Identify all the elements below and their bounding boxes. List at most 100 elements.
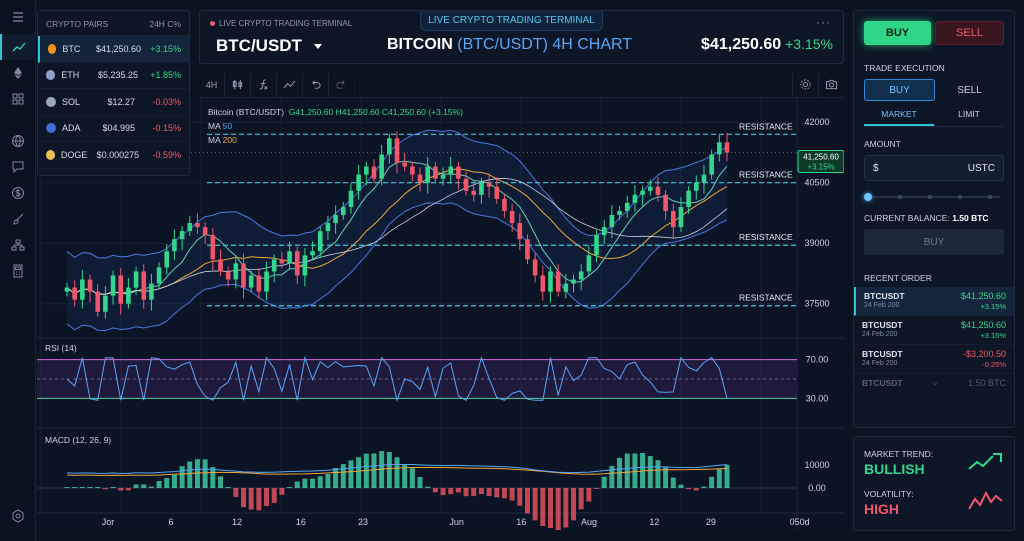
sell-button-top[interactable]: SELL <box>935 21 1004 45</box>
legend-ma50-value: 50 <box>222 121 233 131</box>
chart-line-icon[interactable] <box>0 34 36 60</box>
camera-icon[interactable] <box>818 72 844 97</box>
undo-icon[interactable] <box>303 72 329 97</box>
seg-sell-button[interactable]: SELL <box>957 84 982 96</box>
macd-histogram-bar <box>417 477 423 488</box>
market-trend-value: BULLISH <box>864 461 925 477</box>
order-row[interactable]: BTCUSDT 24 Feb 200 -$3,200.50 -0.25% <box>854 345 1014 374</box>
macd-histogram-bar <box>325 474 331 488</box>
candles-icon[interactable] <box>225 72 251 97</box>
macd-histogram-bar <box>478 488 484 494</box>
dollar-icon[interactable] <box>0 180 36 206</box>
globe-icon[interactable] <box>0 128 36 154</box>
macd-histogram-bar <box>609 465 615 488</box>
order-change: +3.15% <box>980 302 1006 311</box>
order-pair: BTCUSDT <box>862 349 903 359</box>
pair-row-btc[interactable]: BTC $41,250.60 +3.15% <box>38 36 189 63</box>
hierarchy-icon[interactable] <box>0 232 36 258</box>
macd-histogram-bar <box>555 488 561 531</box>
tab-market[interactable]: MARKET <box>864 109 934 126</box>
macd-histogram-bar <box>171 474 177 488</box>
candle-body <box>64 287 70 292</box>
macd-histogram-bar <box>724 464 730 488</box>
candle-body <box>624 202 630 211</box>
macd-histogram-bar <box>632 453 638 488</box>
legend-ohlc: G41,250.60 H41,250.60 C41,250.60 (+3.15%… <box>288 107 463 117</box>
chart-legend: Bitcoin (BTC/USDT) G41,250.60 H41,250.60… <box>208 105 463 147</box>
chart-toolbar: 4H <box>199 72 844 98</box>
redo-icon[interactable] <box>329 72 355 97</box>
candle-body <box>348 190 354 207</box>
legend-ma200-label: MA <box>208 135 221 145</box>
faded-order-pair: BTCUSDT <box>862 378 903 388</box>
pair-row-eth[interactable]: ETH $5,235.25 +1.85% <box>38 63 189 89</box>
pair-symbol: BTC <box>62 43 81 54</box>
resistance-label: RESISTANCE <box>739 170 793 180</box>
x-axis-tick-label: 29 <box>706 517 716 527</box>
slider-knob[interactable] <box>864 193 872 201</box>
settings-hex-icon[interactable] <box>0 503 36 529</box>
macd-histogram-bar <box>663 467 669 488</box>
ethereum-icon[interactable] <box>0 60 36 86</box>
chat-icon[interactable] <box>0 154 36 180</box>
y-axis-tick-label: 37500 <box>804 299 829 309</box>
indicator-line-icon[interactable] <box>277 72 303 97</box>
macd-histogram-bar <box>217 476 223 488</box>
candle-body <box>517 223 523 240</box>
settings-icon[interactable] <box>792 72 818 97</box>
calculator-icon[interactable] <box>0 258 36 284</box>
macd-histogram-bar <box>125 488 131 491</box>
pair-row-doge[interactable]: DOGE $0.000275 -0.59% <box>38 142 189 169</box>
coin-icon <box>46 149 55 160</box>
order-row[interactable]: BTCUSDT 24 Feb 200 $41,250.60 +3.15% <box>854 287 1014 316</box>
grid-icon[interactable] <box>0 86 36 112</box>
seg-buy-button[interactable]: BUY <box>864 79 935 101</box>
order-type-tabs: MARKET LIMIT <box>864 109 1004 127</box>
amount-currency: $ <box>873 162 879 174</box>
candle-body <box>379 154 384 179</box>
candle-body <box>387 138 392 155</box>
macd-histogram-bar <box>87 487 93 488</box>
pair-row-ada[interactable]: ADA $04.995 -0.15% <box>38 116 189 142</box>
candle-body <box>279 259 285 264</box>
last-price-value: $41,250.60 <box>701 36 782 53</box>
macd-histogram-bar <box>670 477 676 488</box>
more-options-icon[interactable]: ··· <box>816 15 831 29</box>
amount-input[interactable]: $ USTC <box>864 155 1004 181</box>
menu-icon[interactable] <box>0 0 36 34</box>
candle-body <box>594 235 599 256</box>
order-row[interactable]: BTCUSDT 24 Feb 200 $41,250.60 +3.15% <box>854 316 1014 345</box>
trend-up-icon <box>968 453 1002 470</box>
brush-icon[interactable] <box>0 206 36 232</box>
candle-body <box>72 287 77 300</box>
pair-price: $04.995 <box>102 123 135 134</box>
amount-slider[interactable] <box>864 193 1004 201</box>
formula-icon[interactable] <box>251 72 277 97</box>
macd-histogram-bar <box>693 488 699 491</box>
candle-body <box>317 231 323 252</box>
macd-histogram-bar <box>79 487 85 488</box>
interval-selector[interactable]: 4H <box>199 72 225 97</box>
last-price-tag-change: +3.15% <box>807 162 834 171</box>
pair-selector[interactable]: BTC/USDT <box>216 36 322 56</box>
rsi-level-label: 30.00 <box>806 393 829 403</box>
buy-button-top[interactable]: BUY <box>864 21 931 45</box>
macd-histogram-bar <box>601 476 607 488</box>
chevron-down-icon[interactable]: ⌄ <box>931 378 939 387</box>
x-axis-tick-label: 12 <box>649 517 659 527</box>
candle-body <box>601 227 607 236</box>
buy-submit-button[interactable]: BUY <box>864 229 1004 255</box>
candle-body <box>433 166 438 179</box>
macd-histogram-bar <box>133 484 139 488</box>
pairs-header: CRYPTO PAIRS 24H C% <box>38 11 189 36</box>
order-date: 24 Feb 200 <box>864 302 900 309</box>
tab-limit[interactable]: LIMIT <box>958 109 980 119</box>
candle-body <box>310 251 315 256</box>
macd-histogram-bar <box>701 486 707 488</box>
candle-body <box>724 142 730 153</box>
macd-histogram-bar <box>517 488 523 506</box>
macd-histogram-bar <box>486 488 492 496</box>
pair-row-sol[interactable]: SOL $12.27 -0.03% <box>38 89 189 116</box>
macd-histogram-bar <box>179 466 185 488</box>
candle-body <box>578 271 584 280</box>
